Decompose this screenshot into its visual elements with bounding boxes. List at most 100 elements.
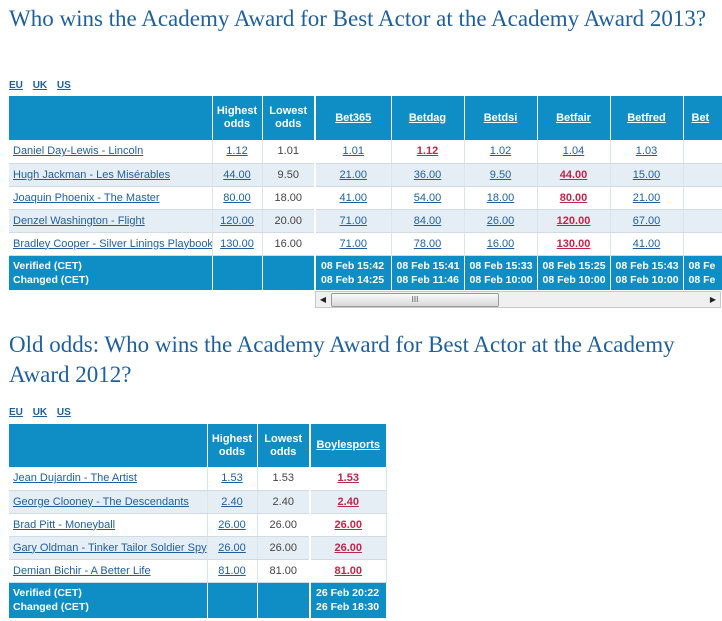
candidate-cell: Daniel Day-Lewis - Lincoln — [9, 140, 213, 164]
best-odds-link[interactable]: 26.00 — [334, 518, 363, 531]
highest-odds-header: Highest odds — [212, 96, 263, 140]
candidate-link[interactable]: George Clooney - The Descendants — [13, 495, 189, 508]
odds-format-uk-link[interactable]: UK — [32, 80, 48, 91]
highest-odds-link[interactable]: 26.00 — [218, 518, 246, 531]
best-odds-link[interactable]: 130.00 — [556, 237, 591, 250]
odds-link[interactable]: 1.03 — [635, 145, 658, 158]
candidate-cell: Denzel Washington - Flight — [9, 209, 213, 233]
highest-odds-cell: 80.00 — [212, 186, 263, 210]
highest-odds-cell: 44.00 — [212, 163, 263, 187]
lowest-odds-value: 1.01 — [277, 145, 299, 158]
best-odds-link[interactable]: 81.00 — [334, 564, 363, 577]
highest-odds-cell: 81.00 — [207, 559, 258, 583]
candidate-link[interactable]: Gary Oldman - Tinker Tailor Soldier Spy — [13, 541, 207, 554]
odds-format-uk-link[interactable]: UK — [32, 407, 48, 418]
odds-link[interactable]: 71.00 — [339, 214, 368, 227]
verified-label: Verified (CET) — [13, 587, 82, 600]
highest-odds-link[interactable]: 1.12 — [226, 145, 248, 158]
changed-date: 26 Feb 18:30 — [316, 601, 380, 614]
candidate-header — [9, 96, 213, 140]
lowest-odds-cell: 81.00 — [257, 559, 311, 583]
highest-odds-link[interactable]: 2.40 — [221, 495, 243, 508]
highest-odds-link[interactable]: 130.00 — [220, 237, 254, 250]
highest-odds-link[interactable]: 120.00 — [220, 214, 254, 227]
odds-link[interactable]: 21.00 — [339, 168, 368, 181]
highest-odds-cell: 2.40 — [207, 490, 258, 514]
highest-odds-link[interactable]: 44.00 — [223, 168, 251, 181]
section1-odds-format-links: EU UK US — [9, 80, 78, 91]
scroll-left-arrow-icon[interactable]: ◀ — [316, 292, 330, 307]
horizontal-scrollbar[interactable]: ◀ III ▶ — [315, 291, 721, 308]
odds-link[interactable]: 36.00 — [413, 168, 442, 181]
lowest-odds-header: Lowest odds — [257, 424, 311, 467]
highest-odds-link[interactable]: 81.00 — [218, 564, 246, 577]
bookmaker-odds-cell: 1.53 — [309, 467, 387, 491]
candidate-link[interactable]: Demian Bichir - A Better Life — [13, 564, 151, 577]
candidate-link[interactable]: Denzel Washington - Flight — [13, 214, 145, 227]
verified-date: 26 Feb 20:22 — [316, 587, 380, 600]
lowest-odds-cell: 20.00 — [262, 209, 316, 233]
odds-link[interactable]: 9.50 — [489, 168, 512, 181]
odds-format-eu-link[interactable]: EU — [9, 80, 23, 91]
highest-odds-link[interactable]: 1.53 — [221, 472, 243, 485]
odds-format-eu-link[interactable]: EU — [9, 407, 23, 418]
footer-empty-highest — [212, 255, 263, 290]
changed-label: Changed (CET) — [13, 273, 89, 286]
odds-link[interactable]: 15.00 — [632, 168, 661, 181]
bookmaker-link-betdsi[interactable]: Betdsi — [483, 111, 518, 124]
bookmaker-odds-cell: 67.00 — [610, 209, 684, 233]
odds-link[interactable]: 67.00 — [632, 214, 661, 227]
scroll-right-arrow-icon[interactable]: ▶ — [706, 292, 720, 307]
bookmaker-odds-cell: 18.00 — [464, 186, 538, 210]
odds-link[interactable]: 41.00 — [339, 191, 368, 204]
changed-date: 08 Feb 14:25 — [321, 273, 385, 286]
section2-title: Old odds: Who wins the Academy Award for… — [9, 332, 675, 387]
best-odds-link[interactable]: 1.12 — [416, 145, 439, 158]
lowest-odds-cell: 1.01 — [262, 140, 316, 164]
bookmaker-link-betfair[interactable]: Betfair — [556, 111, 591, 124]
best-odds-link[interactable]: 2.40 — [337, 495, 359, 508]
bookmaker-odds-cell — [683, 140, 722, 164]
bookmaker-odds-cell: 2.40 — [309, 490, 387, 514]
bookmaker-link-betfred[interactable]: Betfred — [627, 111, 666, 124]
best-odds-link[interactable]: 120.00 — [556, 214, 591, 227]
odds-link[interactable]: 71.00 — [339, 237, 368, 250]
odds-link[interactable]: 1.01 — [342, 145, 364, 158]
odds-link[interactable]: 1.04 — [562, 145, 585, 158]
odds-link[interactable]: 21.00 — [632, 191, 661, 204]
changed-label: Changed (CET) — [13, 601, 89, 614]
candidate-link[interactable]: Brad Pitt - Moneyball — [13, 518, 116, 531]
odds-format-us-link[interactable]: US — [56, 80, 71, 91]
odds-link[interactable]: 41.00 — [632, 237, 661, 250]
scrollbar-thumb[interactable]: III — [331, 293, 499, 307]
odds-format-us-link[interactable]: US — [56, 407, 71, 418]
candidate-link[interactable]: Jean Dujardin - The Artist — [13, 472, 137, 485]
bookmaker-link-bet365[interactable]: Bet365 — [335, 111, 372, 124]
best-odds-link[interactable]: 26.00 — [334, 541, 363, 554]
odds-link[interactable]: 54.00 — [413, 191, 442, 204]
odds-link[interactable]: 1.02 — [489, 145, 512, 158]
bookmaker-odds-cell: 71.00 — [314, 209, 392, 233]
best-odds-link[interactable]: 1.53 — [337, 472, 359, 485]
candidate-link[interactable]: Hugh Jackman - Les Misérables — [13, 168, 171, 181]
best-odds-link[interactable]: 44.00 — [559, 168, 588, 181]
bookmaker-link-betdag[interactable]: Betdag — [408, 111, 447, 124]
odds-link[interactable]: 18.00 — [486, 191, 515, 204]
candidate-link[interactable]: Bradley Cooper - Silver Linings Playbook — [13, 237, 212, 250]
candidate-header — [9, 424, 208, 467]
bookmaker-odds-cell: 15.00 — [610, 163, 684, 187]
candidate-link[interactable]: Daniel Day-Lewis - Lincoln — [13, 145, 144, 158]
best-odds-link[interactable]: 80.00 — [559, 191, 588, 204]
highest-odds-link[interactable]: 80.00 — [223, 191, 251, 204]
odds-link[interactable]: 16.00 — [486, 237, 515, 250]
odds-link[interactable]: 78.00 — [413, 237, 442, 250]
footer-dates-betfred: 08 Feb 15:43 08 Feb 10:00 — [610, 255, 684, 290]
highest-odds-link[interactable]: 26.00 — [218, 541, 246, 554]
bookmaker-link-partial[interactable]: Bet — [691, 111, 710, 124]
odds-link[interactable]: 26.00 — [486, 214, 515, 227]
odds-link[interactable]: 84.00 — [413, 214, 442, 227]
highest-odds-cell: 1.12 — [212, 140, 263, 164]
candidate-link[interactable]: Joaquin Phoenix - The Master — [13, 191, 160, 204]
bookmaker-link-boylesports[interactable]: Boylesports — [316, 439, 381, 451]
highest-odds-cell: 26.00 — [207, 513, 258, 537]
